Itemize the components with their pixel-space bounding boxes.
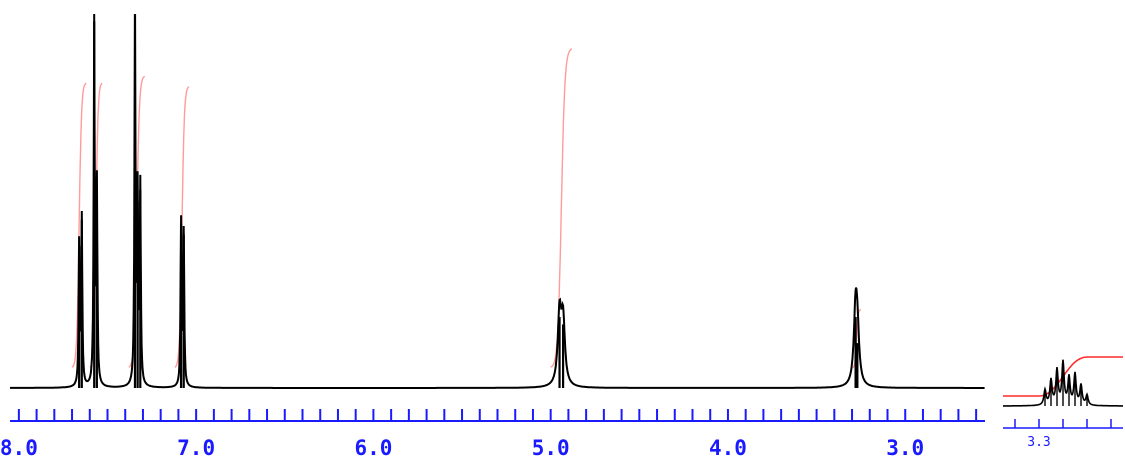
integral-curve (71, 82, 87, 368)
tick-label: 6.0 (354, 436, 392, 460)
ppm-axis: 8.0 7.0 6.0 5.0 4.0 3.0 (0, 409, 985, 460)
tick-label: 4.0 (709, 436, 747, 460)
tick-label: 7.0 (177, 436, 215, 460)
inset-ppm-axis: 3.3 (1003, 419, 1123, 450)
integral-curves (71, 48, 862, 369)
peak-markers (78, 14, 859, 388)
tick-label: 8.0 (0, 436, 38, 460)
tick-label: 3.0 (886, 436, 924, 460)
integral-curve (550, 48, 573, 368)
spectrum-line (10, 13, 985, 389)
inset-spectrum-chart: 3.3 (1003, 356, 1123, 450)
inset-spectrum-line (1003, 359, 1123, 407)
main-spectrum-chart: 8.0 7.0 6.0 5.0 4.0 3.0 (0, 13, 985, 460)
tick-label: 5.0 (532, 436, 570, 460)
inset-tick-label: 3.3 (1027, 435, 1050, 450)
inset-peak-markers (1044, 363, 1088, 406)
